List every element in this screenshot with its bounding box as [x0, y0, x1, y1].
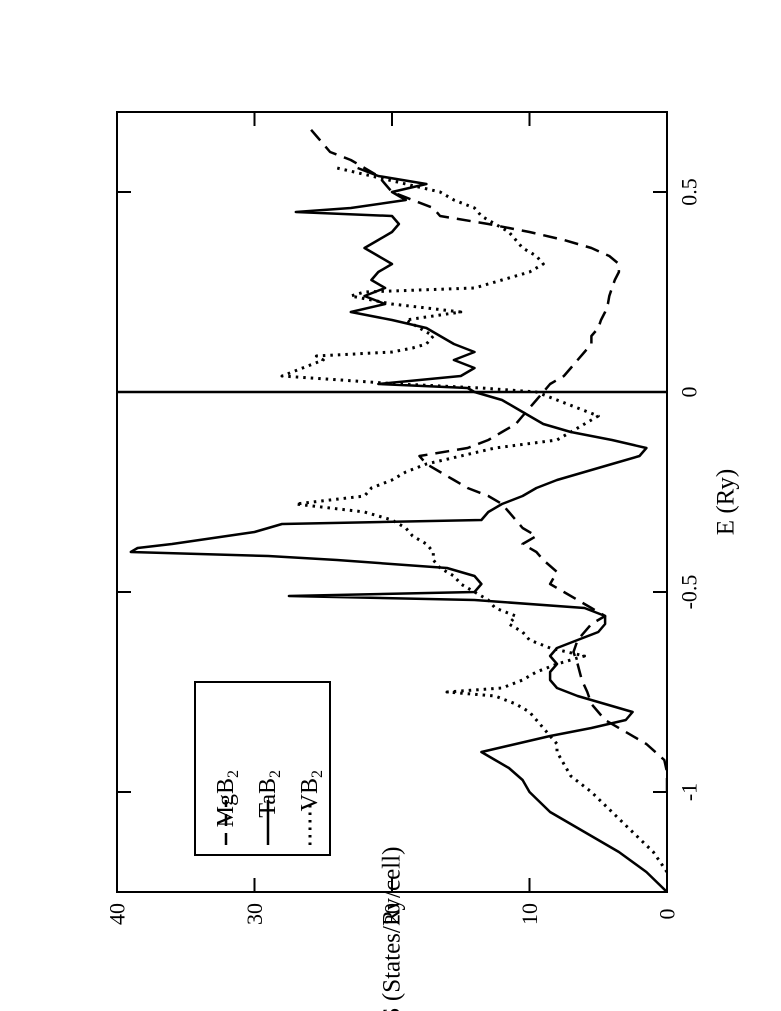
x-tick-label-1: -0.5 [677, 575, 702, 610]
legend-entry-subscript-mgb: 2 [225, 770, 242, 778]
x-axis-label: E (Ry) [713, 469, 740, 535]
series-line-mgb [308, 127, 667, 792]
y-tick-label-3: 30 [242, 903, 267, 925]
series-line-vb [280, 166, 667, 873]
legend-box [194, 681, 331, 856]
legend-entry-subscript-vb: 2 [309, 770, 326, 778]
x-tick-label-0: -1 [677, 783, 702, 801]
legend-entry-mgb: MgB2 [213, 770, 242, 827]
x-tick-label-3: 0.5 [677, 178, 702, 206]
y-tick-label-1: 10 [517, 903, 542, 925]
y-axis-label: DOS (States/Ry/cell) [379, 847, 406, 1011]
y-tick-label-0: 0 [655, 909, 680, 920]
series-line-tab [129, 166, 667, 892]
legend-entry-subscript-tab: 2 [267, 770, 284, 778]
y-tick-label-4: 40 [105, 903, 130, 925]
plot-layer: -1 -0.5 0 0.5 0 10 20 30 40 E (Ry) DOS (States/Ry/… [105, 111, 740, 1011]
x-tick-label-2: 0 [677, 387, 702, 398]
y-tick-label-2: 20 [380, 903, 405, 925]
